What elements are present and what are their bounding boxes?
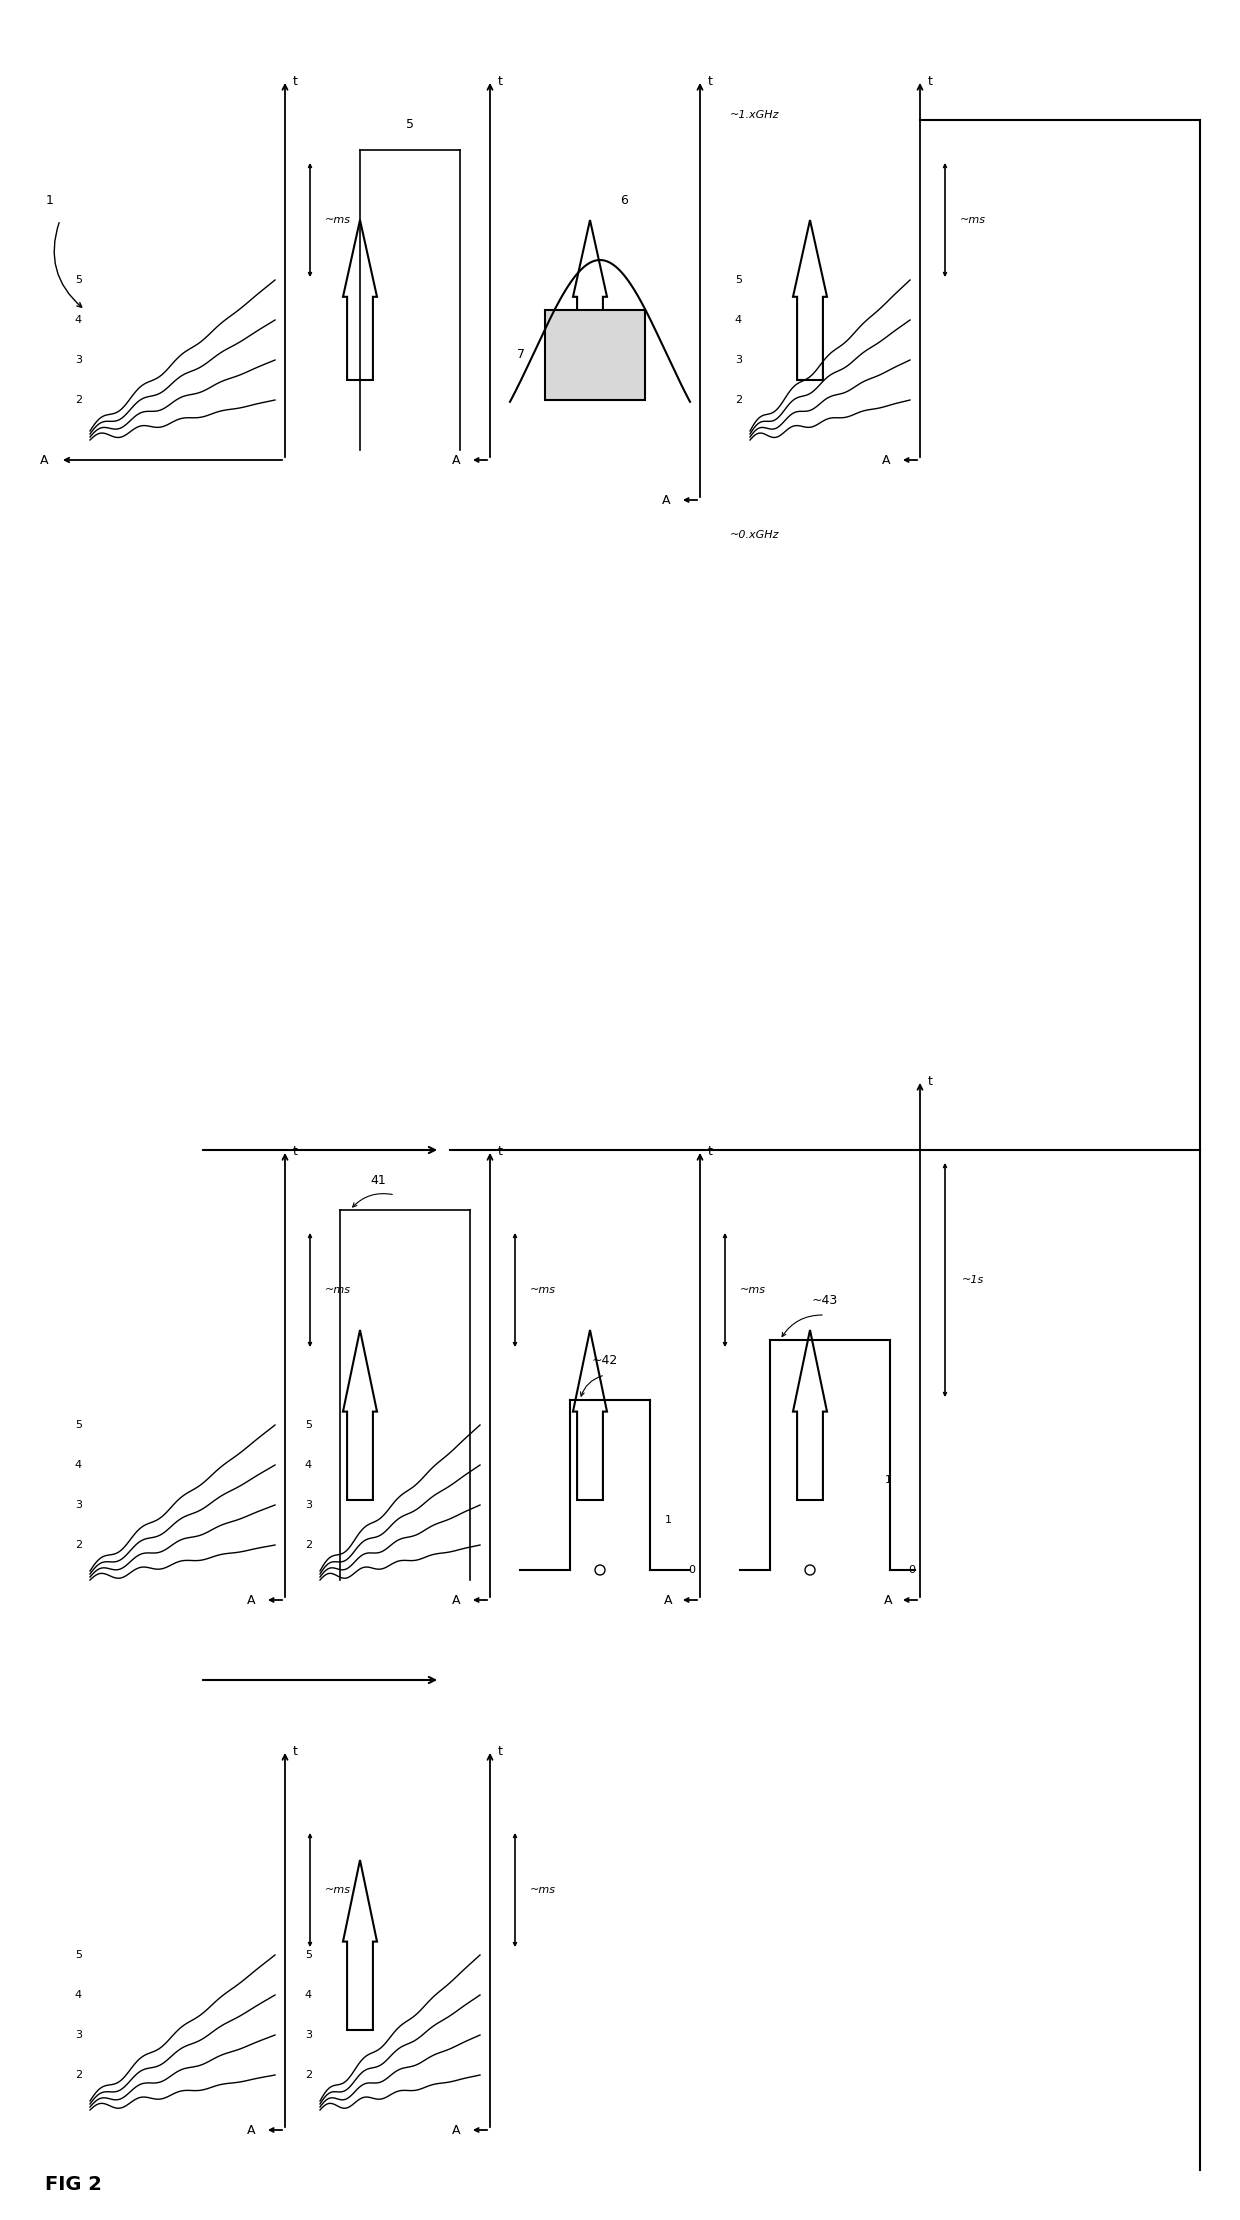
Text: A: A [40,453,48,466]
Text: 5: 5 [735,275,742,284]
Text: 4: 4 [74,315,82,324]
Text: t: t [498,1745,503,1758]
Text: ~1.xGHz: ~1.xGHz [730,111,780,120]
Text: 5: 5 [405,118,414,131]
Text: ~ms: ~ms [960,215,986,224]
Text: A: A [451,453,460,466]
Text: 3: 3 [305,1501,312,1510]
Text: ~1s: ~1s [962,1274,985,1285]
Text: t: t [708,75,713,89]
Text: 3: 3 [74,355,82,364]
Text: A: A [661,493,670,506]
Text: 5: 5 [74,1949,82,1960]
Text: 2: 2 [305,2069,312,2080]
Text: t: t [498,1146,503,1159]
Text: A: A [451,2125,460,2136]
Text: 1: 1 [885,1474,892,1485]
Text: t: t [928,1074,932,1088]
Text: 2: 2 [735,395,742,404]
Text: ~ms: ~ms [740,1285,766,1294]
Text: ~ms: ~ms [325,215,351,224]
Text: t: t [498,75,503,89]
Text: A: A [247,2125,255,2136]
Text: ~ms: ~ms [325,1885,351,1896]
Text: 7: 7 [517,349,525,362]
Text: 4: 4 [74,1989,82,2000]
Text: 1: 1 [46,193,53,206]
Text: 3: 3 [74,2029,82,2040]
Text: ~42: ~42 [591,1354,618,1368]
Text: 5: 5 [74,275,82,284]
Text: t: t [708,1146,713,1159]
Text: 3: 3 [74,1501,82,1510]
Text: 3: 3 [735,355,742,364]
Text: t: t [928,75,932,89]
Text: ~ms: ~ms [529,1885,556,1896]
Text: 5: 5 [74,1421,82,1430]
Text: ~ms: ~ms [325,1285,351,1294]
Text: 4: 4 [305,1989,312,2000]
Text: ~43: ~43 [812,1294,838,1308]
Text: 2: 2 [74,395,82,404]
Text: A: A [663,1594,672,1607]
Text: A: A [451,1594,460,1607]
Text: 0: 0 [908,1565,915,1574]
Bar [546,311,645,400]
Text: 5: 5 [305,1421,312,1430]
Text: 41: 41 [370,1174,386,1185]
Text: t: t [293,1146,298,1159]
Text: 1: 1 [665,1514,672,1525]
Text: 4: 4 [305,1461,312,1470]
Text: 6: 6 [620,193,627,206]
Text: 2: 2 [74,1541,82,1550]
Text: 4: 4 [735,315,742,324]
Text: A: A [882,453,890,466]
Text: FIG 2: FIG 2 [45,2176,102,2196]
Text: ~ms: ~ms [529,1285,556,1294]
Text: A: A [247,1594,255,1607]
Text: A: A [883,1594,892,1607]
Text: t: t [293,75,298,89]
Text: 2: 2 [74,2069,82,2080]
Text: t: t [293,1745,298,1758]
Text: 0: 0 [688,1565,694,1574]
Text: ~0.xGHz: ~0.xGHz [730,531,780,539]
Text: 3: 3 [305,2029,312,2040]
Text: 5: 5 [305,1949,312,1960]
Text: 2: 2 [305,1541,312,1550]
Text: 4: 4 [74,1461,82,1470]
